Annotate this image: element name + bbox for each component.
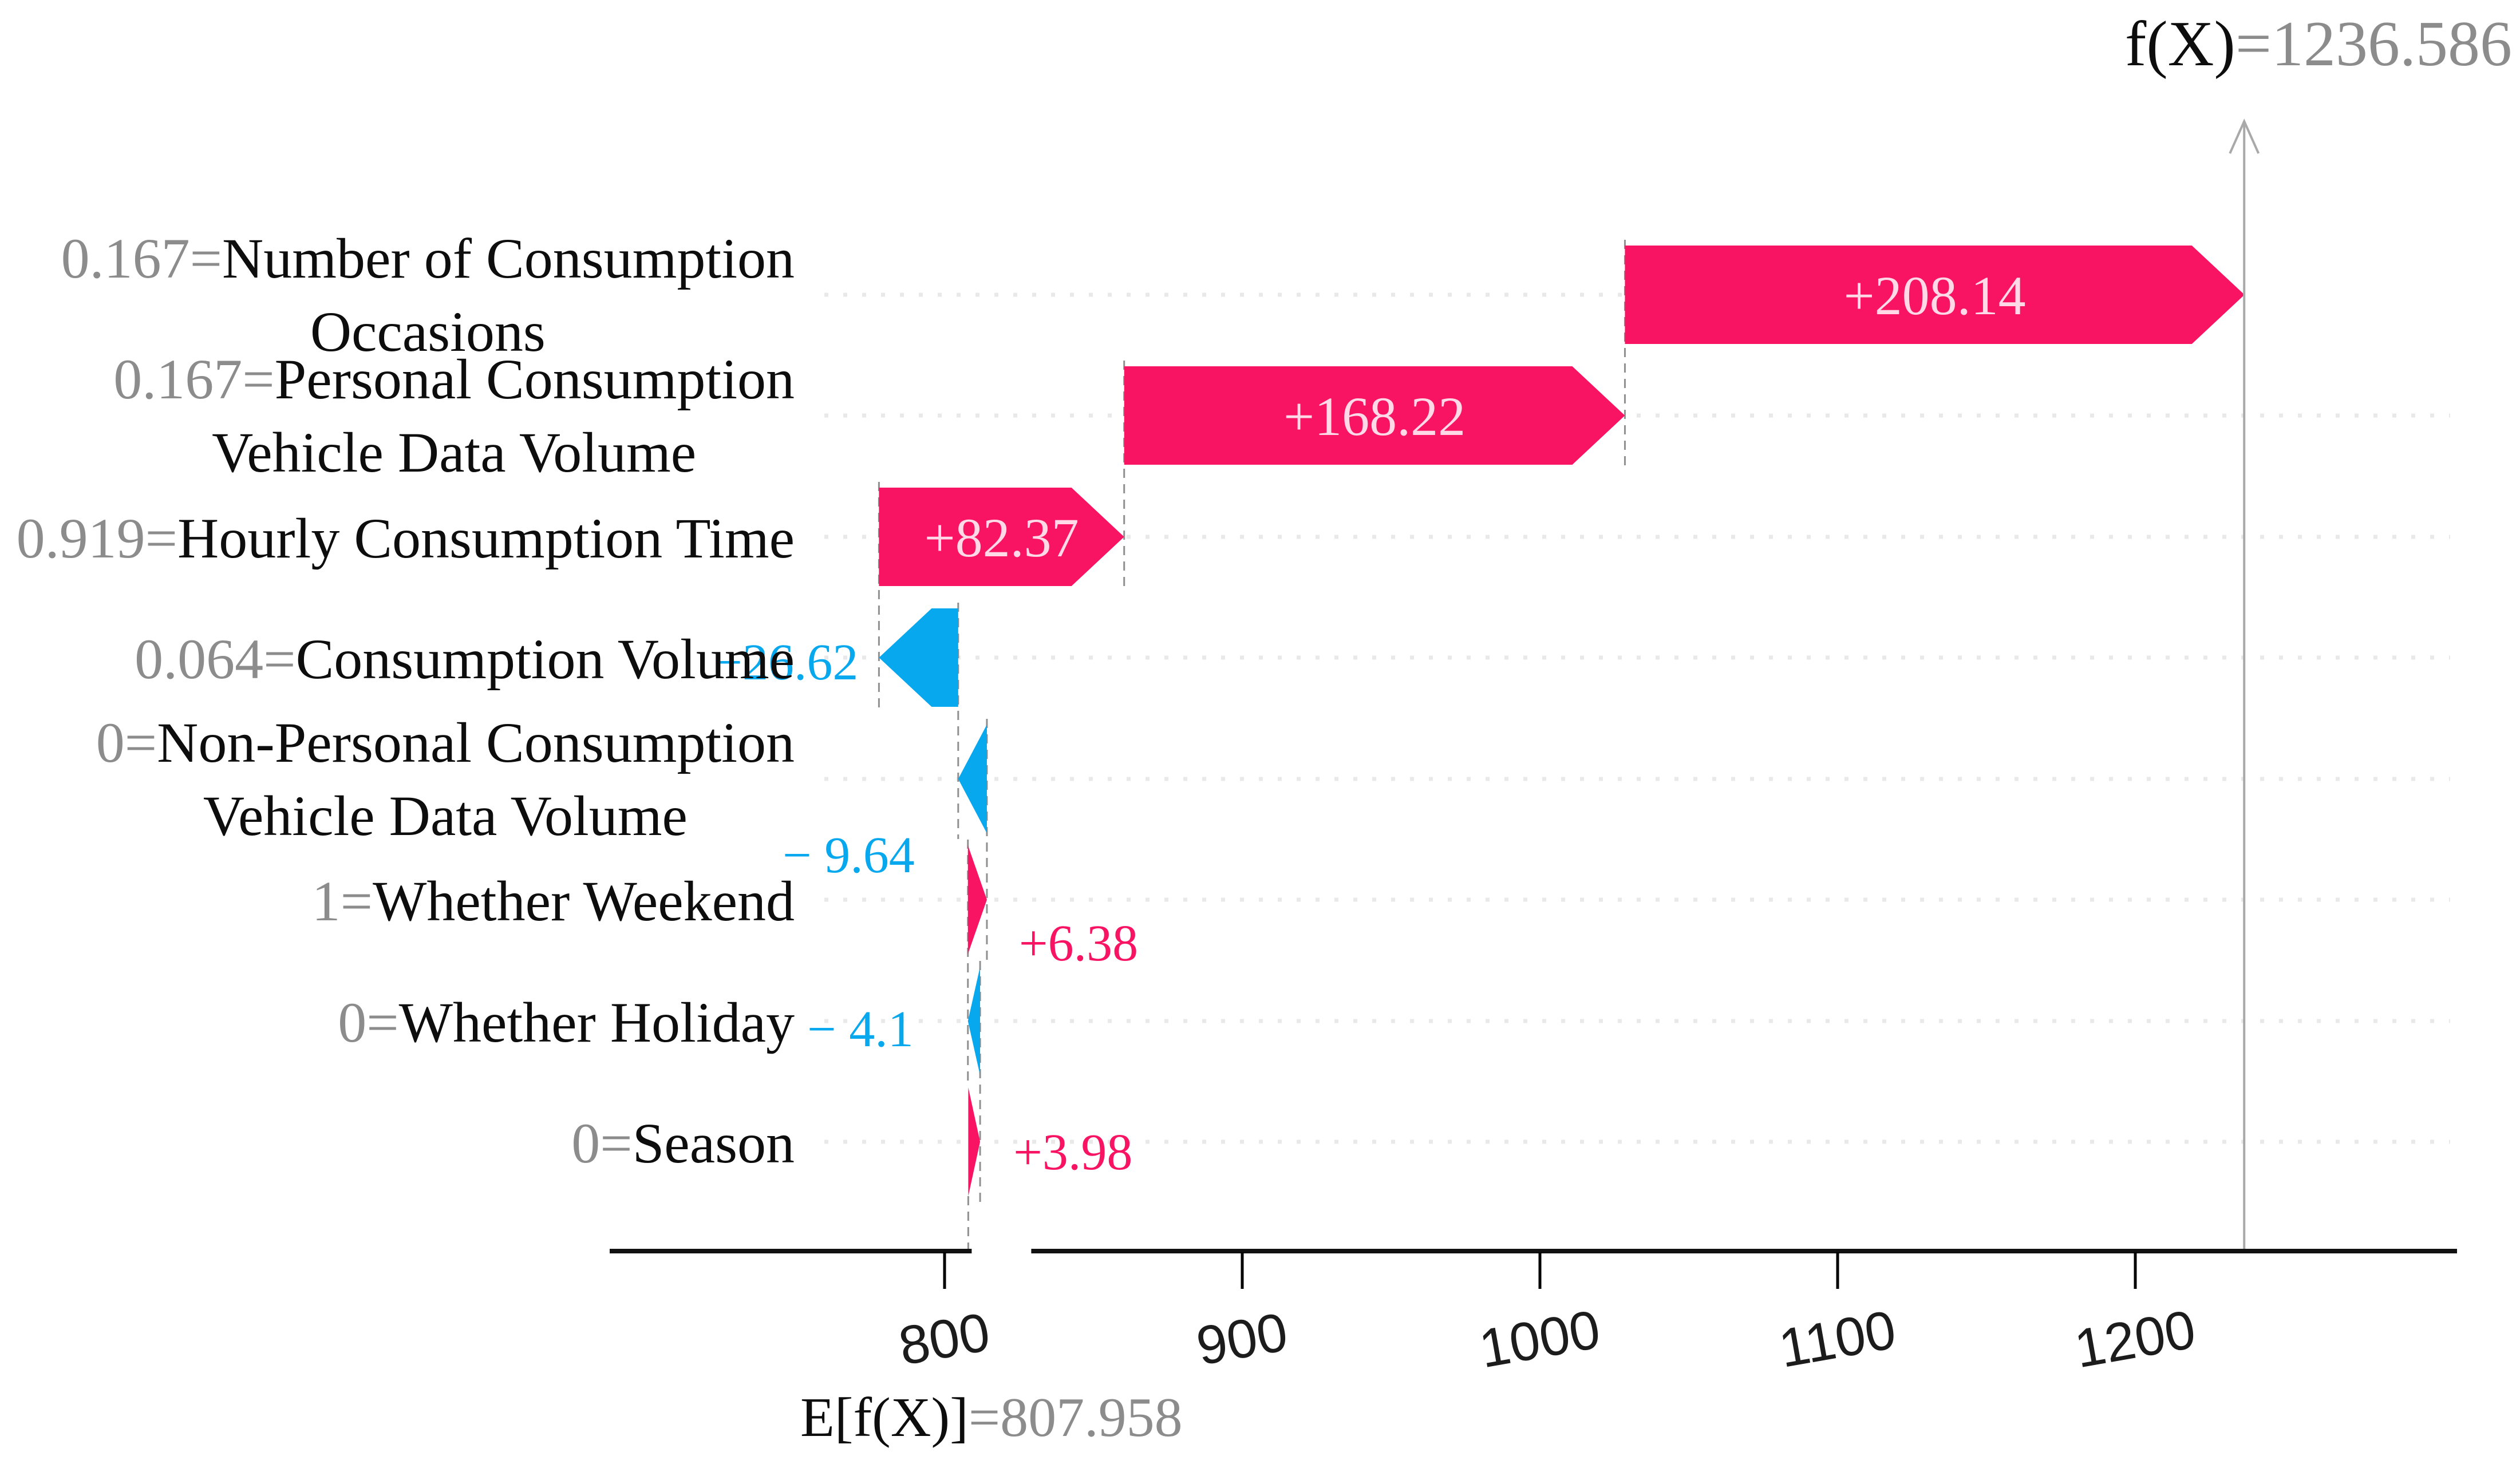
- fx-output-annotation: f(X)=1236.586: [2125, 9, 2512, 80]
- feature-label-personal-consumption-vehicle-data-volume: Vehicle Data Volume: [212, 421, 696, 484]
- bar-negative-whether-holiday: [967, 967, 981, 1075]
- x-axis-tick-label: 1100: [1775, 1299, 1901, 1379]
- bar-value-label-inside: +208.14: [1844, 265, 2026, 326]
- bar-value-label-outside: +6.38: [1019, 915, 1138, 972]
- bar-value-label-outside: − 9.64: [783, 827, 915, 884]
- efx-base-annotation: E[f(X)]=807.958: [800, 1387, 1183, 1449]
- x-axis-tick-label: 1000: [1475, 1299, 1605, 1379]
- feature-label-number-of-consumption-occasions: 0.167=Number of Consumption: [61, 227, 795, 290]
- feature-label-non-personal-consumption-vehicle-data-volume: 0=Non-Personal Consumption: [96, 711, 795, 774]
- x-axis-tick-label: 900: [1192, 1301, 1292, 1377]
- feature-label-hourly-consumption-time: 0.919=Hourly Consumption Time: [17, 507, 795, 570]
- bar-value-label-outside: −26.62: [713, 634, 858, 691]
- bar-value-label-outside: − 4.1: [807, 1001, 914, 1058]
- feature-label-personal-consumption-vehicle-data-volume: 0.167=Personal Consumption: [113, 347, 795, 411]
- bar-positive-hourly-consumption-time: [879, 488, 1124, 586]
- bar-value-label-inside: +82.37: [924, 507, 1079, 568]
- x-axis-tick-label: 1200: [2070, 1299, 2200, 1379]
- feature-label-season: 0=Season: [571, 1111, 795, 1175]
- efx-base-name: E[f(X)]: [800, 1387, 969, 1449]
- efx-base-value: =807.958: [968, 1387, 1183, 1449]
- bar-positive-number-of-consumption-occasions: [1625, 246, 2245, 344]
- feature-label-number-of-consumption-occasions: Occasions: [310, 300, 546, 363]
- feature-label-whether-weekend: 1=Whether Weekend: [312, 869, 795, 933]
- feature-label-non-personal-consumption-vehicle-data-volume: Vehicle Data Volume: [203, 784, 688, 848]
- bar-value-label-inside: +168.22: [1283, 386, 1466, 447]
- bar-value-label-outside: +3.98: [1013, 1124, 1132, 1181]
- fx-arrowhead-icon: [2229, 118, 2260, 154]
- bar-positive-personal-consumption-vehicle-data-volume: [1124, 366, 1625, 465]
- feature-label-whether-holiday: 0=Whether Holiday: [338, 991, 795, 1054]
- x-axis-gap: [971, 1247, 1032, 1256]
- x-axis-tick-label: 800: [894, 1301, 994, 1377]
- fx-output-name: f(X): [2125, 9, 2235, 80]
- bar-positive-whether-weekend: [967, 845, 987, 954]
- bar-negative-consumption-volume: [879, 608, 958, 707]
- bar-positive-season: [968, 1087, 981, 1196]
- feature-label-consumption-volume: 0.064=Consumption Volume: [135, 627, 795, 691]
- bar-negative-non-personal-consumption-vehicle-data-volume: [958, 725, 987, 833]
- fx-output-value: =1236.586: [2235, 9, 2512, 80]
